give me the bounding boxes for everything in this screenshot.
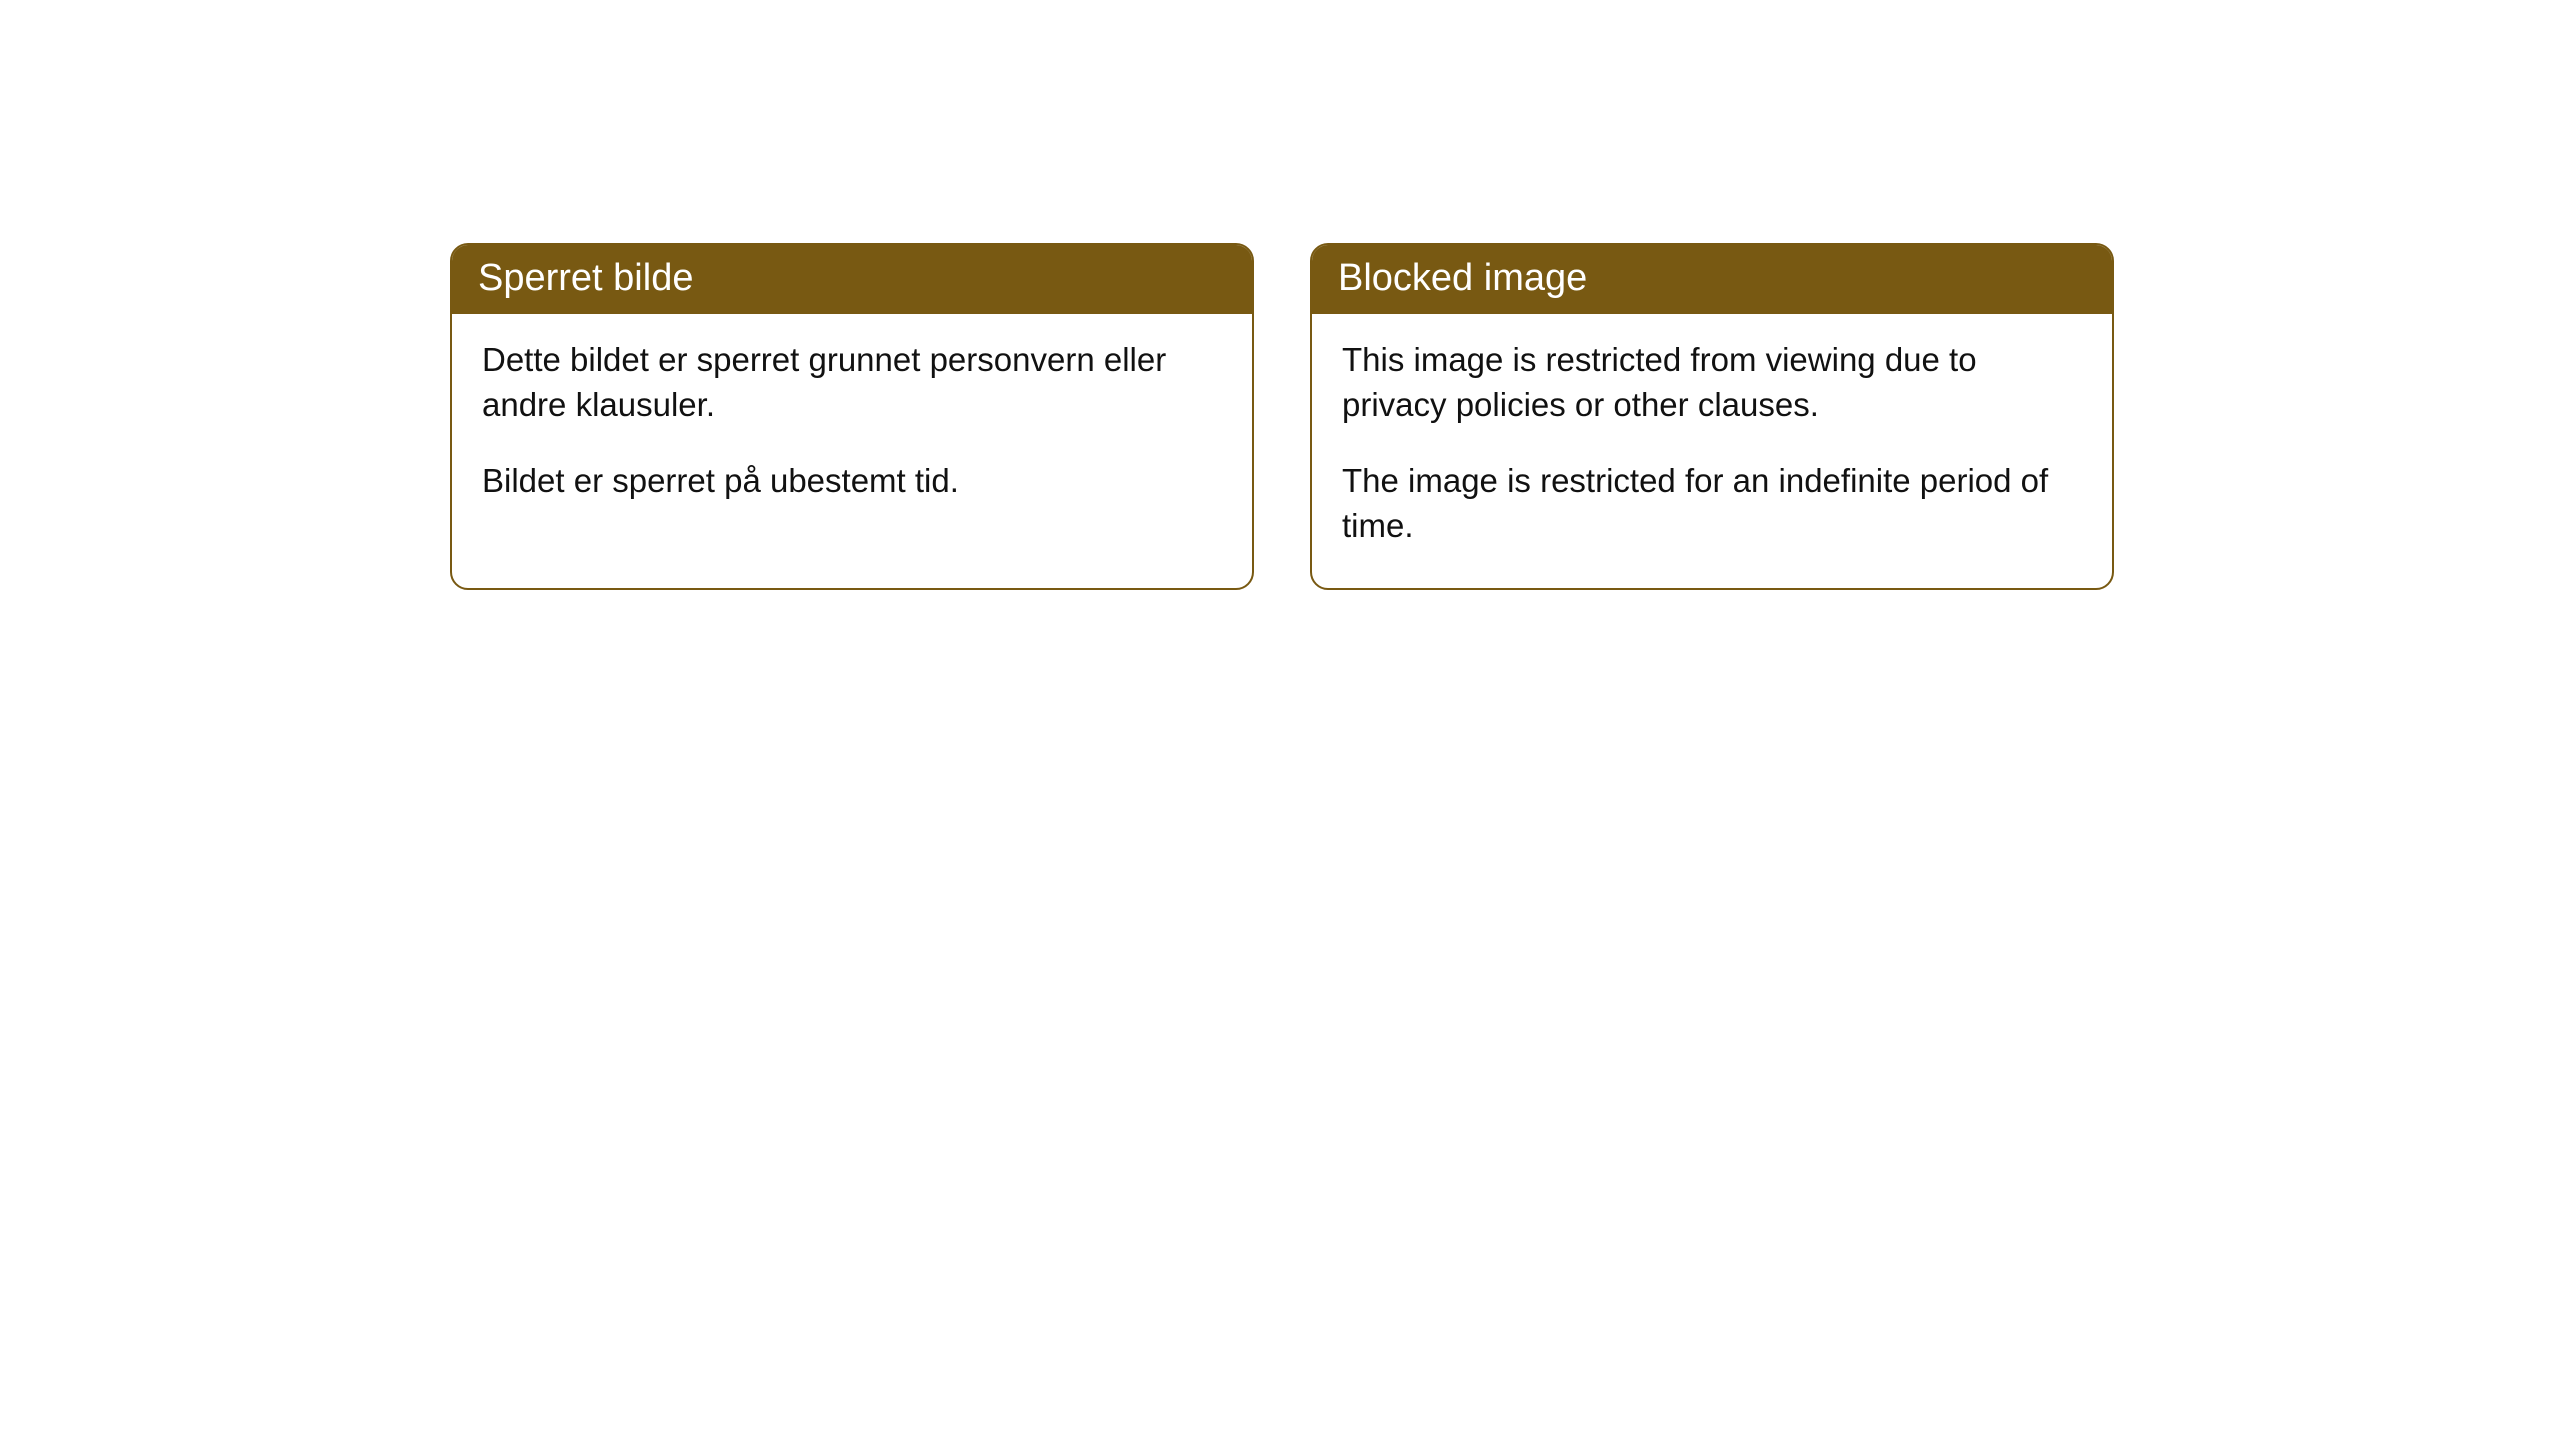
blocked-image-card-english: Blocked image This image is restricted f… <box>1310 243 2114 590</box>
card-title: Sperret bilde <box>478 257 693 299</box>
cards-container: Sperret bilde Dette bildet er sperret gr… <box>0 0 2560 590</box>
card-body: This image is restricted from viewing du… <box>1312 314 2112 588</box>
card-body: Dette bildet er sperret grunnet personve… <box>452 314 1252 544</box>
card-paragraph-2: The image is restricted for an indefinit… <box>1342 459 2082 548</box>
card-header: Blocked image <box>1312 245 2112 314</box>
card-header: Sperret bilde <box>452 245 1252 314</box>
card-paragraph-1: This image is restricted from viewing du… <box>1342 338 2082 427</box>
card-paragraph-2: Bildet er sperret på ubestemt tid. <box>482 459 1222 504</box>
card-title: Blocked image <box>1338 257 1587 299</box>
blocked-image-card-norwegian: Sperret bilde Dette bildet er sperret gr… <box>450 243 1254 590</box>
card-paragraph-1: Dette bildet er sperret grunnet personve… <box>482 338 1222 427</box>
